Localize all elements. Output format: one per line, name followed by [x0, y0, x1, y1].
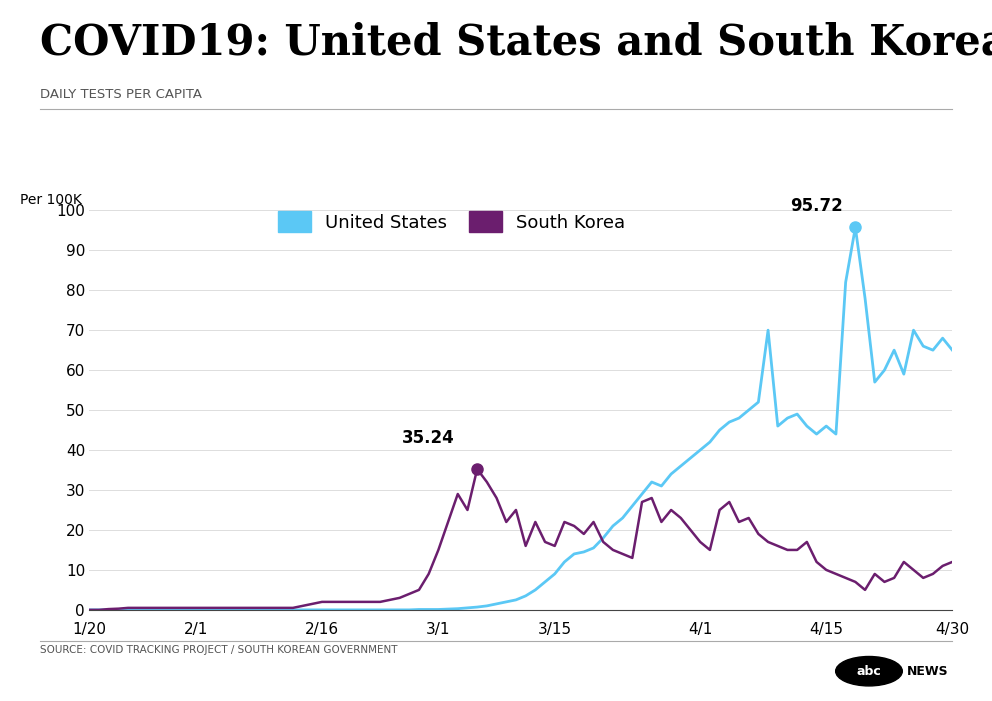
Text: COVID19: United States and South Korea: COVID19: United States and South Korea: [40, 21, 992, 63]
Legend: United States, South Korea: United States, South Korea: [279, 211, 625, 232]
Text: abc: abc: [857, 665, 881, 678]
Text: 35.24: 35.24: [403, 429, 455, 447]
Text: Per 100K: Per 100K: [20, 193, 81, 207]
Text: DAILY TESTS PER CAPITA: DAILY TESTS PER CAPITA: [40, 88, 201, 101]
Text: 95.72: 95.72: [791, 198, 843, 215]
Circle shape: [835, 656, 903, 686]
Text: NEWS: NEWS: [907, 665, 948, 678]
Text: SOURCE: COVID TRACKING PROJECT / SOUTH KOREAN GOVERNMENT: SOURCE: COVID TRACKING PROJECT / SOUTH K…: [40, 645, 397, 655]
